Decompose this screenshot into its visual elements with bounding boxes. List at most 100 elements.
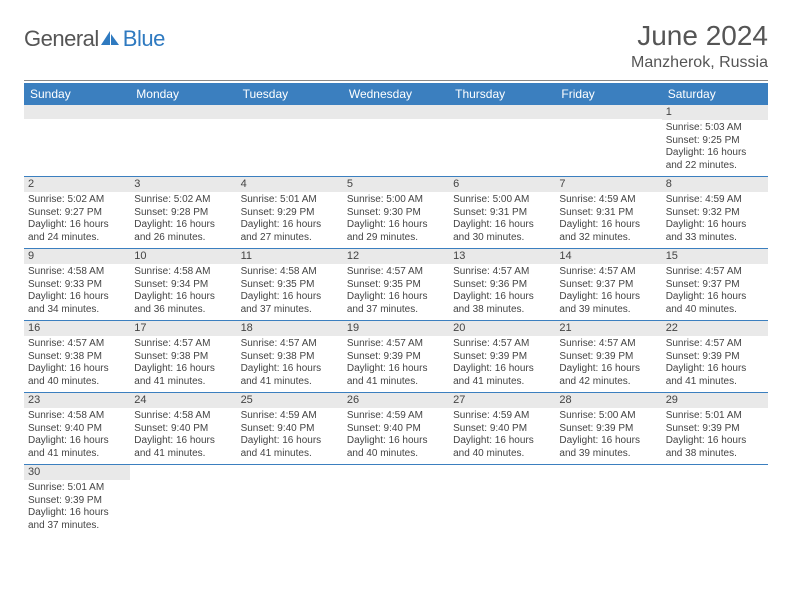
calendar-cell [555,105,661,177]
weekday-header: Wednesday [343,83,449,105]
calendar-cell: 22Sunrise: 4:57 AMSunset: 9:39 PMDayligh… [662,321,768,393]
day-details: Sunrise: 4:57 AMSunset: 9:37 PMDaylight:… [666,266,764,316]
day-details: Sunrise: 4:59 AMSunset: 9:40 PMDaylight:… [453,410,551,460]
day-details: Sunrise: 4:57 AMSunset: 9:36 PMDaylight:… [453,266,551,316]
weekday-header: Tuesday [237,83,343,105]
weekday-header: Monday [130,83,236,105]
day-number: 3 [134,178,232,191]
title-block: June 2024 Manzherok, Russia [631,20,768,72]
day-details: Sunrise: 5:00 AMSunset: 9:30 PMDaylight:… [347,194,445,244]
calendar-cell: 8 Sunrise: 4:59 AMSunset: 9:32 PMDaylight… [662,177,768,249]
calendar-cell [343,465,449,537]
calendar-body: 1 Sunrise: 5:03 AMSunset: 9:25 PMDaylight… [24,105,768,536]
calendar-row: 9 Sunrise: 4:58 AMSunset: 9:33 PMDaylight… [24,249,768,321]
day-number: 26 [347,394,445,407]
day-details: Sunrise: 4:57 AMSunset: 9:39 PMDaylight:… [559,338,657,388]
calendar-cell: 11Sunrise: 4:58 AMSunset: 9:35 PMDayligh… [237,249,343,321]
day-number: 30 [28,466,126,479]
day-details: Sunrise: 4:57 AMSunset: 9:38 PMDaylight:… [241,338,339,388]
day-number: 19 [347,322,445,335]
empty-day-band [449,105,555,119]
day-number: 15 [666,250,764,263]
calendar-cell: 13 Sunrise: 4:57 AMSunset: 9:36 PMDayligh… [449,249,555,321]
logo-text-general: General [24,26,99,52]
day-details: Sunrise: 5:00 AMSunset: 9:31 PMDaylight:… [453,194,551,244]
calendar-cell [130,105,236,177]
day-number: 12 [347,250,445,263]
day-number: 29 [666,394,764,407]
day-number: 21 [559,322,657,335]
calendar-cell: 23Sunrise: 4:58 AMSunset: 9:40 PMDayligh… [24,393,130,465]
day-number: 13 [453,250,551,263]
calendar-row: 16 Sunrise: 4:57 AMSunset: 9:38 PMDayligh… [24,321,768,393]
weekday-header: Saturday [662,83,768,105]
day-details: Sunrise: 4:59 AMSunset: 9:40 PMDaylight:… [347,410,445,460]
calendar-cell: 20Sunrise: 4:57 AMSunset: 9:39 PMDayligh… [449,321,555,393]
day-details: Sunrise: 4:57 AMSunset: 9:39 PMDaylight:… [666,338,764,388]
calendar-cell: 14Sunrise: 4:57 AMSunset: 9:37 PMDayligh… [555,249,661,321]
day-number: 9 [28,250,126,263]
calendar-cell [449,105,555,177]
month-title: June 2024 [631,20,768,52]
day-details: Sunrise: 5:01 AMSunset: 9:39 PMDaylight:… [666,410,764,460]
calendar-cell: 5 Sunrise: 5:00 AMSunset: 9:30 PMDaylight… [343,177,449,249]
day-number: 1 [666,106,764,119]
calendar-table: Sunday Monday Tuesday Wednesday Thursday… [24,83,768,536]
day-number: 7 [559,178,657,191]
calendar-row: 2Sunrise: 5:02 AMSunset: 9:27 PMDaylight… [24,177,768,249]
calendar-cell: 24 Sunrise: 4:58 AMSunset: 9:40 PMDayligh… [130,393,236,465]
calendar-cell: 1 Sunrise: 5:03 AMSunset: 9:25 PMDaylight… [662,105,768,177]
day-details: Sunrise: 5:01 AMSunset: 9:29 PMDaylight:… [241,194,339,244]
calendar-cell: 28 Sunrise: 5:00 AMSunset: 9:39 PMDayligh… [555,393,661,465]
day-number: 10 [134,250,232,263]
day-number: 17 [134,322,232,335]
day-details: Sunrise: 4:59 AMSunset: 9:31 PMDaylight:… [559,194,657,244]
calendar-cell: 3 Sunrise: 5:02 AMSunset: 9:28 PMDaylight… [130,177,236,249]
calendar-cell: 21 Sunrise: 4:57 AMSunset: 9:39 PMDayligh… [555,321,661,393]
calendar-cell: 7 Sunrise: 4:59 AMSunset: 9:31 PMDaylight… [555,177,661,249]
day-number: 8 [666,178,764,191]
calendar-cell [130,465,236,537]
day-details: Sunrise: 5:03 AMSunset: 9:25 PMDaylight:… [666,122,764,172]
day-number: 24 [134,394,232,407]
day-number: 25 [241,394,339,407]
empty-day-band [130,105,236,119]
empty-day-band [237,105,343,119]
calendar-cell: 4 Sunrise: 5:01 AMSunset: 9:29 PMDaylight… [237,177,343,249]
calendar-cell [343,105,449,177]
header: General Blue June 2024 Manzherok, Russia [24,20,768,72]
sail-icon [99,29,121,52]
day-details: Sunrise: 5:00 AMSunset: 9:39 PMDaylight:… [559,410,657,460]
calendar-cell: 27Sunrise: 4:59 AMSunset: 9:40 PMDayligh… [449,393,555,465]
day-details: Sunrise: 4:58 AMSunset: 9:40 PMDaylight:… [134,410,232,460]
calendar-cell: 17Sunrise: 4:57 AMSunset: 9:38 PMDayligh… [130,321,236,393]
logo-text-blue: Blue [123,26,165,52]
logo: General Blue [24,26,165,52]
day-details: Sunrise: 5:02 AMSunset: 9:28 PMDaylight:… [134,194,232,244]
calendar-cell [237,105,343,177]
day-details: Sunrise: 4:59 AMSunset: 9:40 PMDaylight:… [241,410,339,460]
weekday-header: Friday [555,83,661,105]
day-details: Sunrise: 4:59 AMSunset: 9:32 PMDaylight:… [666,194,764,244]
day-number: 20 [453,322,551,335]
day-number: 23 [28,394,126,407]
calendar-cell: 30Sunrise: 5:01 AMSunset: 9:39 PMDayligh… [24,465,130,537]
day-details: Sunrise: 4:57 AMSunset: 9:37 PMDaylight:… [559,266,657,316]
weekday-header: Thursday [449,83,555,105]
day-number: 16 [28,322,126,335]
day-number: 5 [347,178,445,191]
day-details: Sunrise: 4:58 AMSunset: 9:34 PMDaylight:… [134,266,232,316]
calendar-cell: 26 Sunrise: 4:59 AMSunset: 9:40 PMDayligh… [343,393,449,465]
day-details: Sunrise: 5:02 AMSunset: 9:27 PMDaylight:… [28,194,126,244]
location: Manzherok, Russia [631,54,768,72]
day-number: 4 [241,178,339,191]
calendar-cell: 6Sunrise: 5:00 AMSunset: 9:31 PMDaylight… [449,177,555,249]
empty-day-band [343,105,449,119]
calendar-cell [24,105,130,177]
day-details: Sunrise: 4:58 AMSunset: 9:33 PMDaylight:… [28,266,126,316]
calendar-cell: 12Sunrise: 4:57 AMSunset: 9:35 PMDayligh… [343,249,449,321]
day-number: 28 [559,394,657,407]
day-number: 11 [241,250,339,263]
header-rule [24,80,768,81]
calendar-cell [662,465,768,537]
